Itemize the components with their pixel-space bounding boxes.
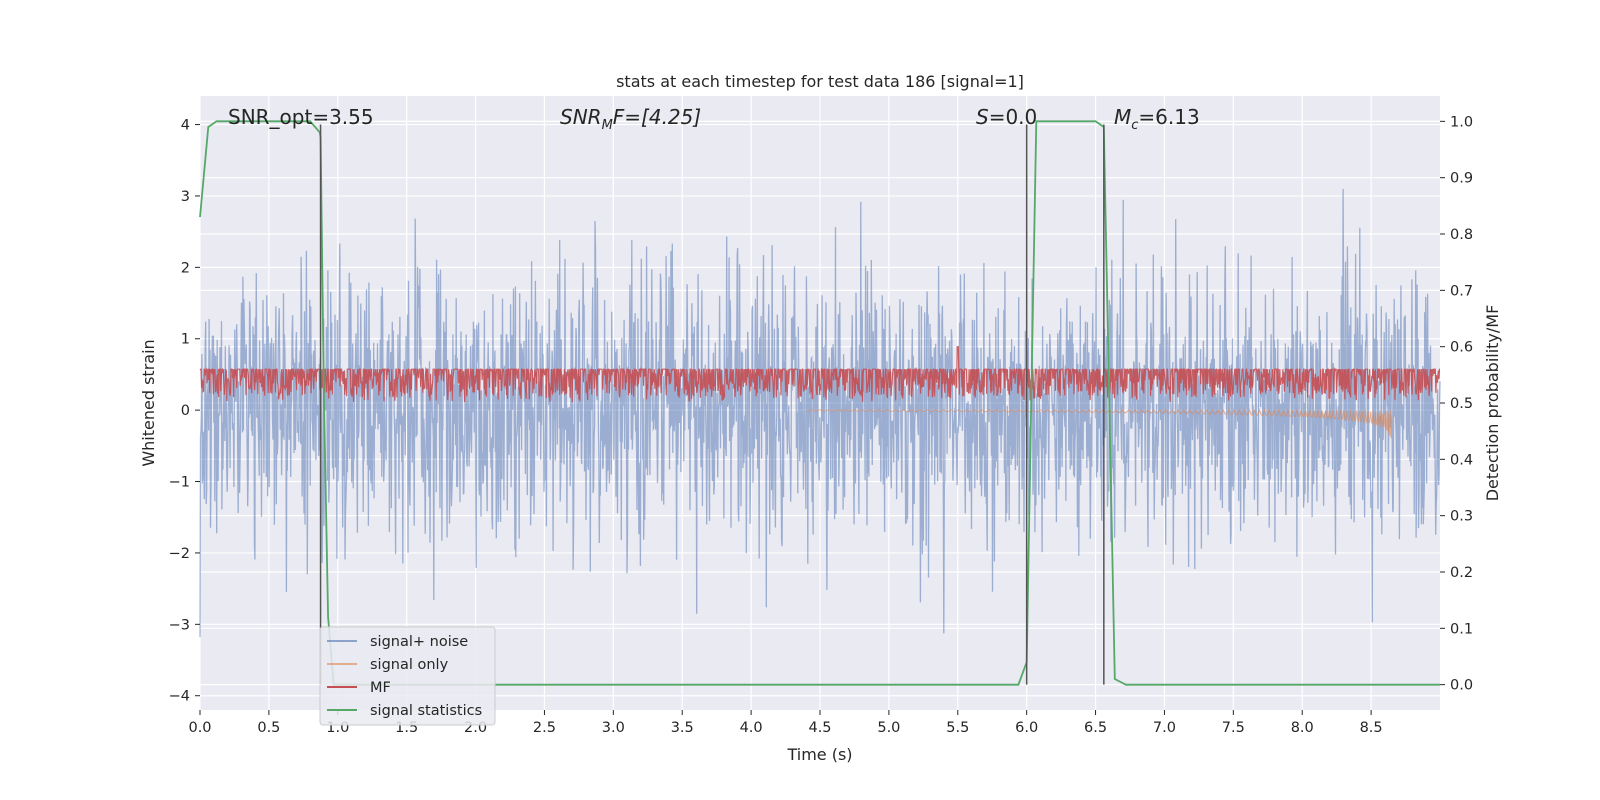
annotation-s-value: S=0.0 — [976, 105, 1037, 129]
y-axis-label: Whitened strain — [139, 339, 158, 466]
y-tick-label-6: 2 — [181, 260, 190, 276]
y2-tick-label-1: 0.1 — [1450, 621, 1473, 637]
x-tick-label-11: 5.5 — [946, 720, 969, 736]
y2-tick-label-8: 0.8 — [1450, 227, 1473, 243]
series-layer — [199, 120, 1441, 686]
x-tick-label-6: 3.0 — [602, 720, 625, 736]
x-tick-label-14: 7.0 — [1153, 720, 1176, 736]
y-axis-left: −4 −3 −2 −1 0 1 2 3 4 — [169, 118, 200, 705]
series-signal-only-line — [806, 407, 1393, 439]
y-tick-label-1: −3 — [169, 617, 190, 633]
y-axis-right: 0.0 0.1 0.2 0.3 0.4 0.5 0.6 0.7 0.8 0.9 1.0 — [1440, 114, 1473, 694]
x-tick-label-7: 3.5 — [671, 720, 694, 736]
x-tick-label-8: 4.0 — [740, 720, 763, 736]
x-tick-label-10: 5.0 — [877, 720, 900, 736]
x-tick-label-9: 4.5 — [808, 720, 831, 736]
y2-tick-label-9: 0.9 — [1450, 171, 1473, 187]
x-axis-label: Time (s) — [786, 745, 852, 764]
y-tick-label-4: 0 — [181, 403, 190, 419]
y2-tick-label-5: 0.5 — [1450, 396, 1473, 412]
legend-box — [319, 626, 496, 726]
chart-title: stats at each timestep for test data 186… — [616, 72, 1024, 91]
x-tick-label-15: 7.5 — [1222, 720, 1245, 736]
x-tick-label-0: 0.0 — [188, 720, 211, 736]
y2-tick-label-7: 0.7 — [1450, 283, 1473, 299]
legend-label-mf: MF — [370, 680, 391, 696]
x-tick-label-5: 2.5 — [533, 720, 556, 736]
y2-tick-label-2: 0.2 — [1450, 565, 1473, 581]
x-tick-label-16: 8.0 — [1291, 720, 1314, 736]
series-signal-statistics-line — [199, 120, 1440, 686]
y-tick-label-8: 4 — [181, 118, 190, 134]
series-mf-line — [199, 346, 1441, 403]
annotation-snr-mf: SNRMF=[4.25] — [560, 105, 701, 133]
legend: signal+ noise signal only MF signal stat… — [319, 626, 496, 726]
legend-label-signal-statistics: signal statistics — [370, 703, 482, 719]
x-tick-label-17: 8.5 — [1360, 720, 1383, 736]
y2-axis-label: Detection probability/MF — [1483, 305, 1502, 502]
legend-label-signal-only: signal only — [370, 657, 449, 673]
y2-tick-label-4: 0.4 — [1450, 452, 1473, 468]
annotation-snr-opt: SNR_opt=3.55 — [228, 105, 374, 129]
x-tick-label-13: 6.5 — [1084, 720, 1107, 736]
x-tick-label-12: 6.0 — [1015, 720, 1038, 736]
y-tick-label-5: 1 — [181, 332, 190, 348]
y2-tick-label-6: 0.6 — [1450, 340, 1473, 356]
y-tick-label-7: 3 — [181, 189, 190, 205]
legend-label-signal-noise: signal+ noise — [370, 634, 468, 650]
y2-tick-label-0: 0.0 — [1450, 678, 1473, 694]
x-tick-label-1: 0.5 — [257, 720, 280, 736]
y-tick-label-2: −2 — [169, 546, 190, 562]
y2-tick-label-3: 0.3 — [1450, 509, 1473, 525]
y-tick-label-3: −1 — [169, 475, 190, 491]
y2-tick-label-10: 1.0 — [1450, 114, 1473, 130]
vertical-lines — [319, 124, 1105, 685]
annotation-mc: Mc=6.13 — [1114, 105, 1200, 133]
x-axis: 0.0 0.5 1.0 1.5 2.0 2.5 3.0 3.5 4.0 4.5 5.0 5.5 6.0 6… — [188, 710, 1383, 736]
y-tick-label-0: −4 — [169, 689, 190, 705]
